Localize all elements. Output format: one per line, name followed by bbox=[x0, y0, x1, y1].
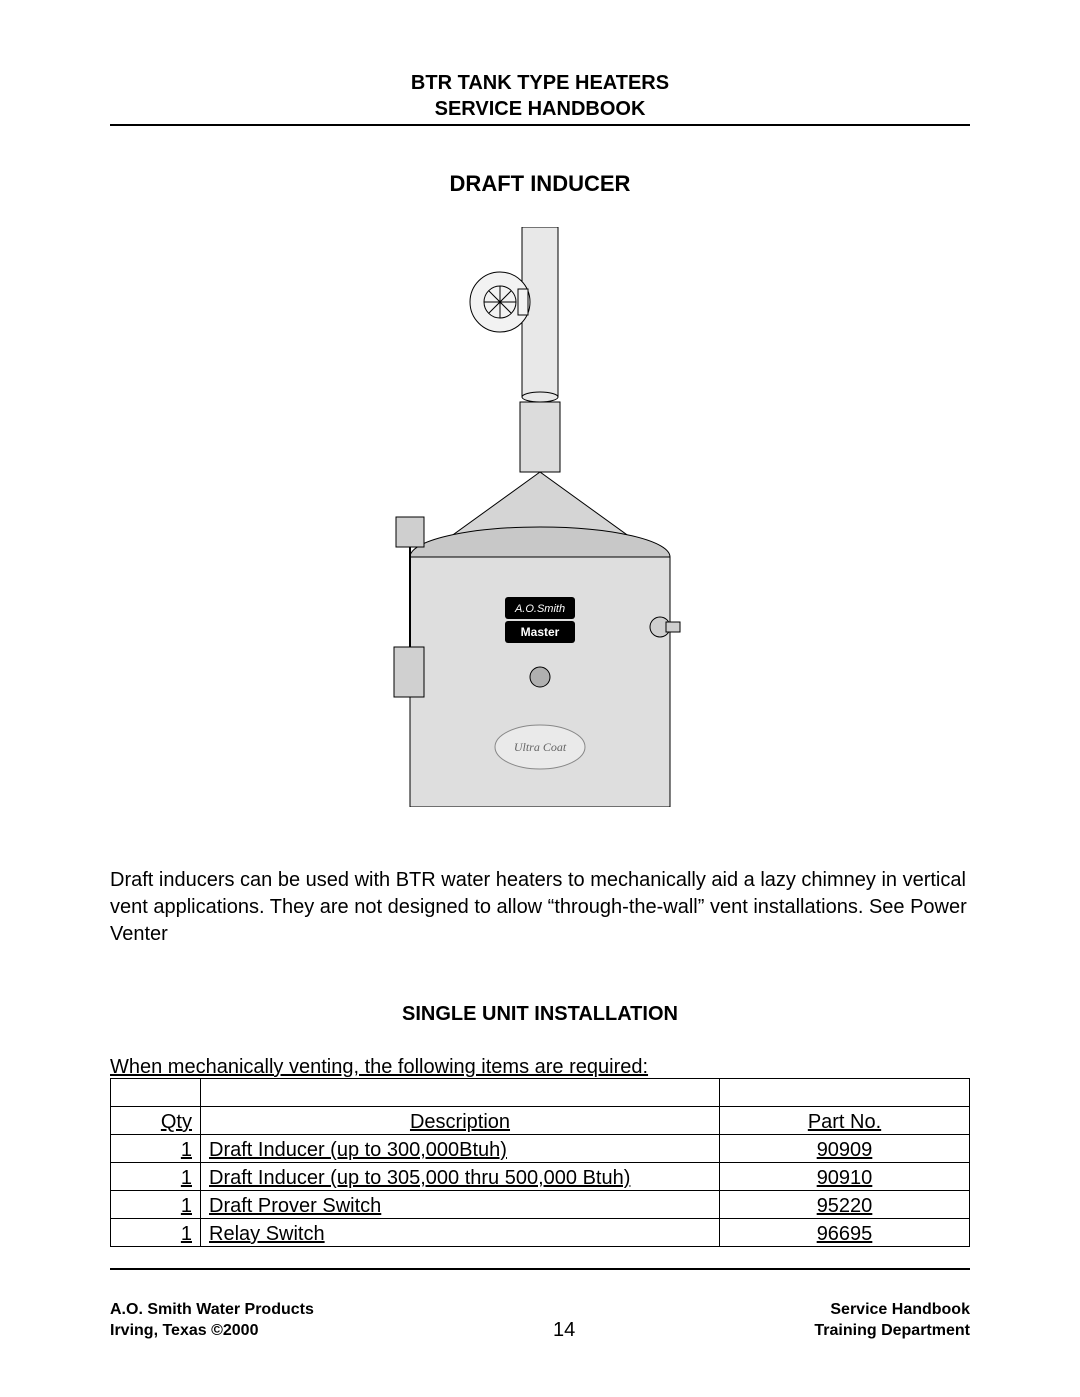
cell-desc: Draft Prover Switch bbox=[201, 1191, 720, 1219]
footer-left-line-2: Irving, Texas ©2000 bbox=[110, 1321, 314, 1342]
cell-part: 96695 bbox=[720, 1219, 970, 1247]
cell-qty: 1 bbox=[111, 1219, 201, 1247]
page-header: BTR TANK TYPE HEATERS SERVICE HANDBOOK bbox=[110, 70, 970, 126]
section-title: DRAFT INDUCER bbox=[110, 171, 970, 197]
page-footer: A.O. Smith Water Products Irving, Texas … bbox=[110, 1268, 970, 1342]
table-row: 1 Draft Inducer (up to 300,000Btuh) 9090… bbox=[111, 1135, 970, 1163]
cell-qty: 1 bbox=[111, 1163, 201, 1191]
table-row: 1 Draft Inducer (up to 305,000 thru 500,… bbox=[111, 1163, 970, 1191]
cell-qty: 1 bbox=[111, 1191, 201, 1219]
col-header-qty: Qty bbox=[111, 1107, 201, 1135]
cell-part: 90909 bbox=[720, 1135, 970, 1163]
header-line-2: SERVICE HANDBOOK bbox=[110, 96, 970, 122]
col-header-part: Part No. bbox=[720, 1107, 970, 1135]
table-spacer-row bbox=[111, 1079, 970, 1107]
page-number: 14 bbox=[553, 1319, 575, 1342]
cell-desc: Draft Inducer (up to 300,000Btuh) bbox=[201, 1135, 720, 1163]
brand-label-2: Master bbox=[521, 625, 560, 639]
table-row: 1 Relay Switch 96695 bbox=[111, 1219, 970, 1247]
parts-table: Qty Description Part No. 1 Draft Inducer… bbox=[110, 1078, 970, 1247]
footer-rule bbox=[110, 1268, 970, 1270]
footer-left-line-1: A.O. Smith Water Products bbox=[110, 1300, 314, 1321]
col-header-desc: Description bbox=[201, 1107, 720, 1135]
table-lead-text: When mechanically venting, the following… bbox=[110, 1056, 970, 1079]
footer-left: A.O. Smith Water Products Irving, Texas … bbox=[110, 1300, 314, 1342]
cell-part: 90910 bbox=[720, 1163, 970, 1191]
footer-right-line-2: Training Department bbox=[814, 1321, 970, 1342]
cell-desc: Relay Switch bbox=[201, 1219, 720, 1247]
cell-qty: 1 bbox=[111, 1135, 201, 1163]
footer-right: Service Handbook Training Department bbox=[814, 1300, 970, 1342]
brand-label-1: A.O.Smith bbox=[514, 603, 565, 615]
header-line-1: BTR TANK TYPE HEATERS bbox=[110, 70, 970, 96]
sub-section-title: SINGLE UNIT INSTALLATION bbox=[110, 1003, 970, 1026]
table-header-row: Qty Description Part No. bbox=[111, 1107, 970, 1135]
product-figure: A.O.Smith Master Ultra Coat bbox=[110, 227, 970, 812]
blower-icon bbox=[470, 272, 530, 332]
table-row: 1 Draft Prover Switch 95220 bbox=[111, 1191, 970, 1219]
coat-label: Ultra Coat bbox=[514, 740, 567, 754]
cell-desc: Draft Inducer (up to 305,000 thru 500,00… bbox=[201, 1163, 720, 1191]
water-heater-illustration: A.O.Smith Master Ultra Coat bbox=[390, 227, 690, 807]
cell-part: 95220 bbox=[720, 1191, 970, 1219]
body-paragraph: Draft inducers can be used with BTR wate… bbox=[110, 867, 970, 948]
footer-right-line-1: Service Handbook bbox=[814, 1300, 970, 1321]
